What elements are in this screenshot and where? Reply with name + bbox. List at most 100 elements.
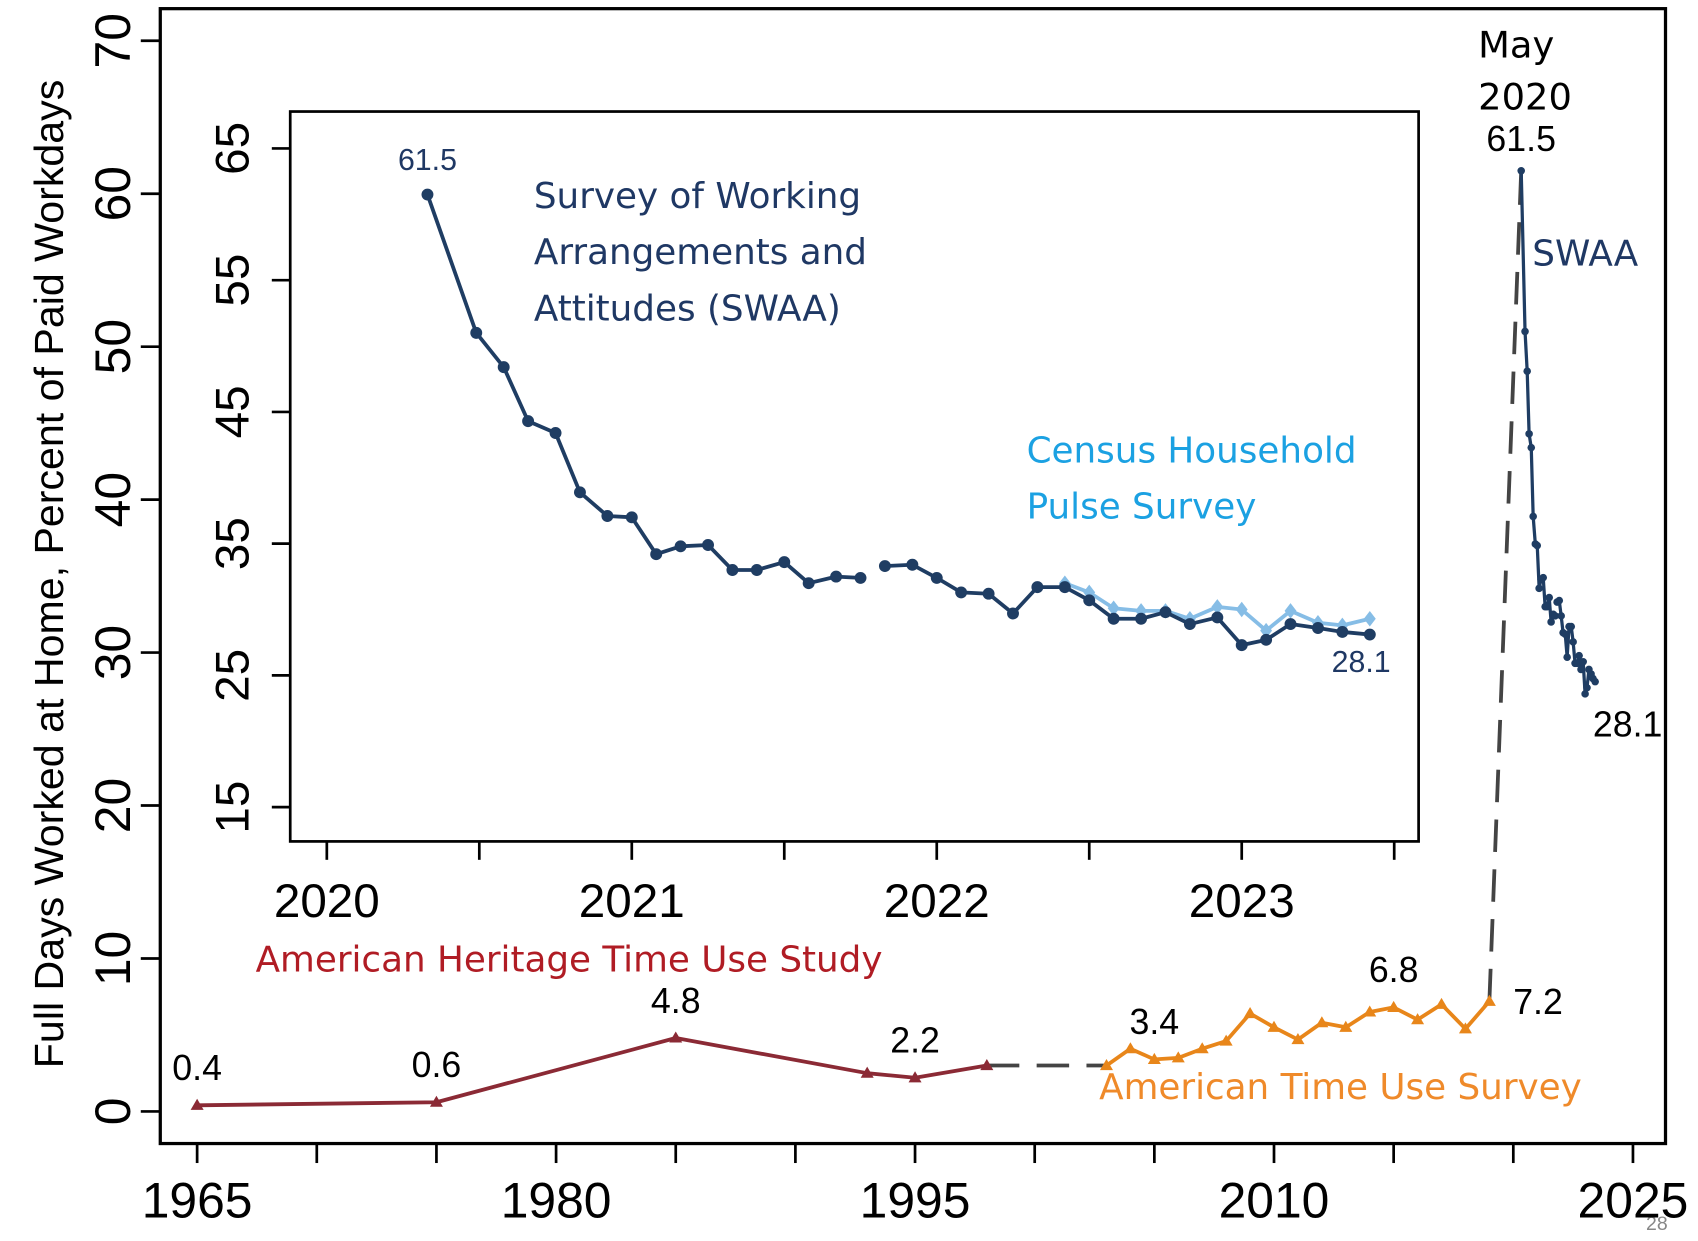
- point: [1235, 639, 1248, 652]
- point: [1525, 430, 1533, 438]
- point: [1577, 665, 1585, 674]
- point: [778, 556, 791, 569]
- point: [906, 558, 919, 571]
- point: [1563, 653, 1571, 661]
- x-tick-label: 2010: [1219, 1172, 1330, 1228]
- point: [830, 570, 843, 583]
- point: [522, 415, 535, 428]
- series-label: Survey of Working Arrangements and Attit…: [533, 174, 867, 330]
- point: [1573, 659, 1581, 668]
- point: [470, 326, 483, 339]
- point: [1171, 1051, 1185, 1063]
- point: [1099, 1059, 1113, 1071]
- value-label: 61.5: [398, 144, 457, 177]
- point: [1058, 581, 1071, 594]
- point: [1315, 1016, 1329, 1028]
- point: [1555, 596, 1564, 605]
- value-label: 28.1: [1332, 646, 1391, 679]
- point: [1211, 611, 1224, 624]
- x-tick-label: 1995: [860, 1172, 971, 1228]
- main-frame: [158, 7, 1668, 1146]
- point: [1387, 1000, 1401, 1012]
- point: [1545, 593, 1553, 602]
- point: [674, 540, 687, 553]
- point: [1458, 1022, 1472, 1034]
- swaa-label: Survey of Working Arrangements and Attit…: [533, 174, 867, 330]
- point: [1583, 683, 1591, 692]
- point: [750, 564, 763, 576]
- y-tick-label: 30: [85, 625, 141, 680]
- point: [955, 586, 968, 599]
- point: [1183, 618, 1196, 630]
- point: [1159, 606, 1172, 619]
- value-label: 3.4: [1130, 1002, 1180, 1042]
- series-label: American Time Use Survey: [1099, 1065, 1582, 1108]
- value-label: 0.6: [412, 1045, 462, 1085]
- point: [1219, 1034, 1233, 1046]
- value-label: 0.4: [172, 1048, 222, 1088]
- point: [930, 571, 943, 584]
- point: [1591, 677, 1599, 686]
- y-tick-label: 50: [85, 319, 141, 374]
- point: [1363, 1005, 1377, 1017]
- point: [1527, 443, 1536, 452]
- x-tick-label: 1965: [142, 1172, 253, 1228]
- point: [549, 427, 562, 439]
- point: [802, 577, 815, 590]
- y-tick-label: 70: [85, 13, 141, 68]
- y-tick-label: 20: [85, 778, 141, 833]
- value-label: 4.8: [651, 981, 701, 1021]
- y-tick-label: 10: [85, 931, 141, 986]
- point: [573, 486, 586, 499]
- x-tick-label: 2020: [274, 875, 380, 928]
- point: [429, 1095, 443, 1107]
- point: [601, 510, 614, 522]
- value-label: 61.5: [1486, 119, 1556, 159]
- point: [1291, 1033, 1305, 1045]
- point: [669, 1031, 683, 1043]
- point: [1135, 612, 1148, 625]
- y-tick-label: 40: [85, 472, 141, 527]
- point: [1267, 1020, 1281, 1032]
- inset-frame: [288, 110, 1420, 843]
- point: [1107, 612, 1120, 625]
- x-tick-label: 2023: [1189, 875, 1295, 928]
- point: [650, 548, 663, 561]
- point: [1260, 622, 1273, 639]
- point: [1569, 638, 1577, 646]
- point: [1579, 657, 1587, 666]
- y-tick-label: 45: [207, 385, 260, 438]
- point: [1235, 601, 1248, 618]
- point: [1551, 612, 1559, 620]
- point: [1363, 628, 1376, 641]
- point: [1581, 690, 1589, 698]
- point: [1567, 622, 1576, 631]
- x-tick-label: 2021: [579, 875, 685, 928]
- point: [1543, 602, 1551, 611]
- point: [908, 1071, 922, 1083]
- y-tick-label: 60: [85, 166, 141, 221]
- point: [1031, 581, 1044, 594]
- ahtus-label: American Heritage Time Use Study: [255, 937, 883, 981]
- value-label: 28.1: [1593, 705, 1663, 745]
- point: [1529, 512, 1537, 521]
- point: [1312, 622, 1324, 634]
- y-tick-label: 65: [207, 122, 260, 175]
- point: [421, 188, 434, 201]
- point: [1339, 1020, 1353, 1032]
- census-label: Census Household Pulse Survey: [1026, 428, 1357, 528]
- point: [1107, 600, 1120, 616]
- point: [982, 587, 995, 600]
- y-tick-label: 15: [207, 781, 260, 834]
- point: [1575, 651, 1583, 660]
- point: [190, 1098, 204, 1110]
- point: [1211, 599, 1224, 615]
- atus-label: American Time Use Survey: [1099, 1065, 1582, 1108]
- point: [1482, 994, 1496, 1006]
- annotation-may-2020: May 2020: [1478, 23, 1572, 120]
- point: [1517, 166, 1525, 175]
- point: [497, 361, 510, 374]
- point: [854, 571, 867, 584]
- series-label: American Heritage Time Use Study: [255, 937, 883, 981]
- point: [1147, 1052, 1161, 1064]
